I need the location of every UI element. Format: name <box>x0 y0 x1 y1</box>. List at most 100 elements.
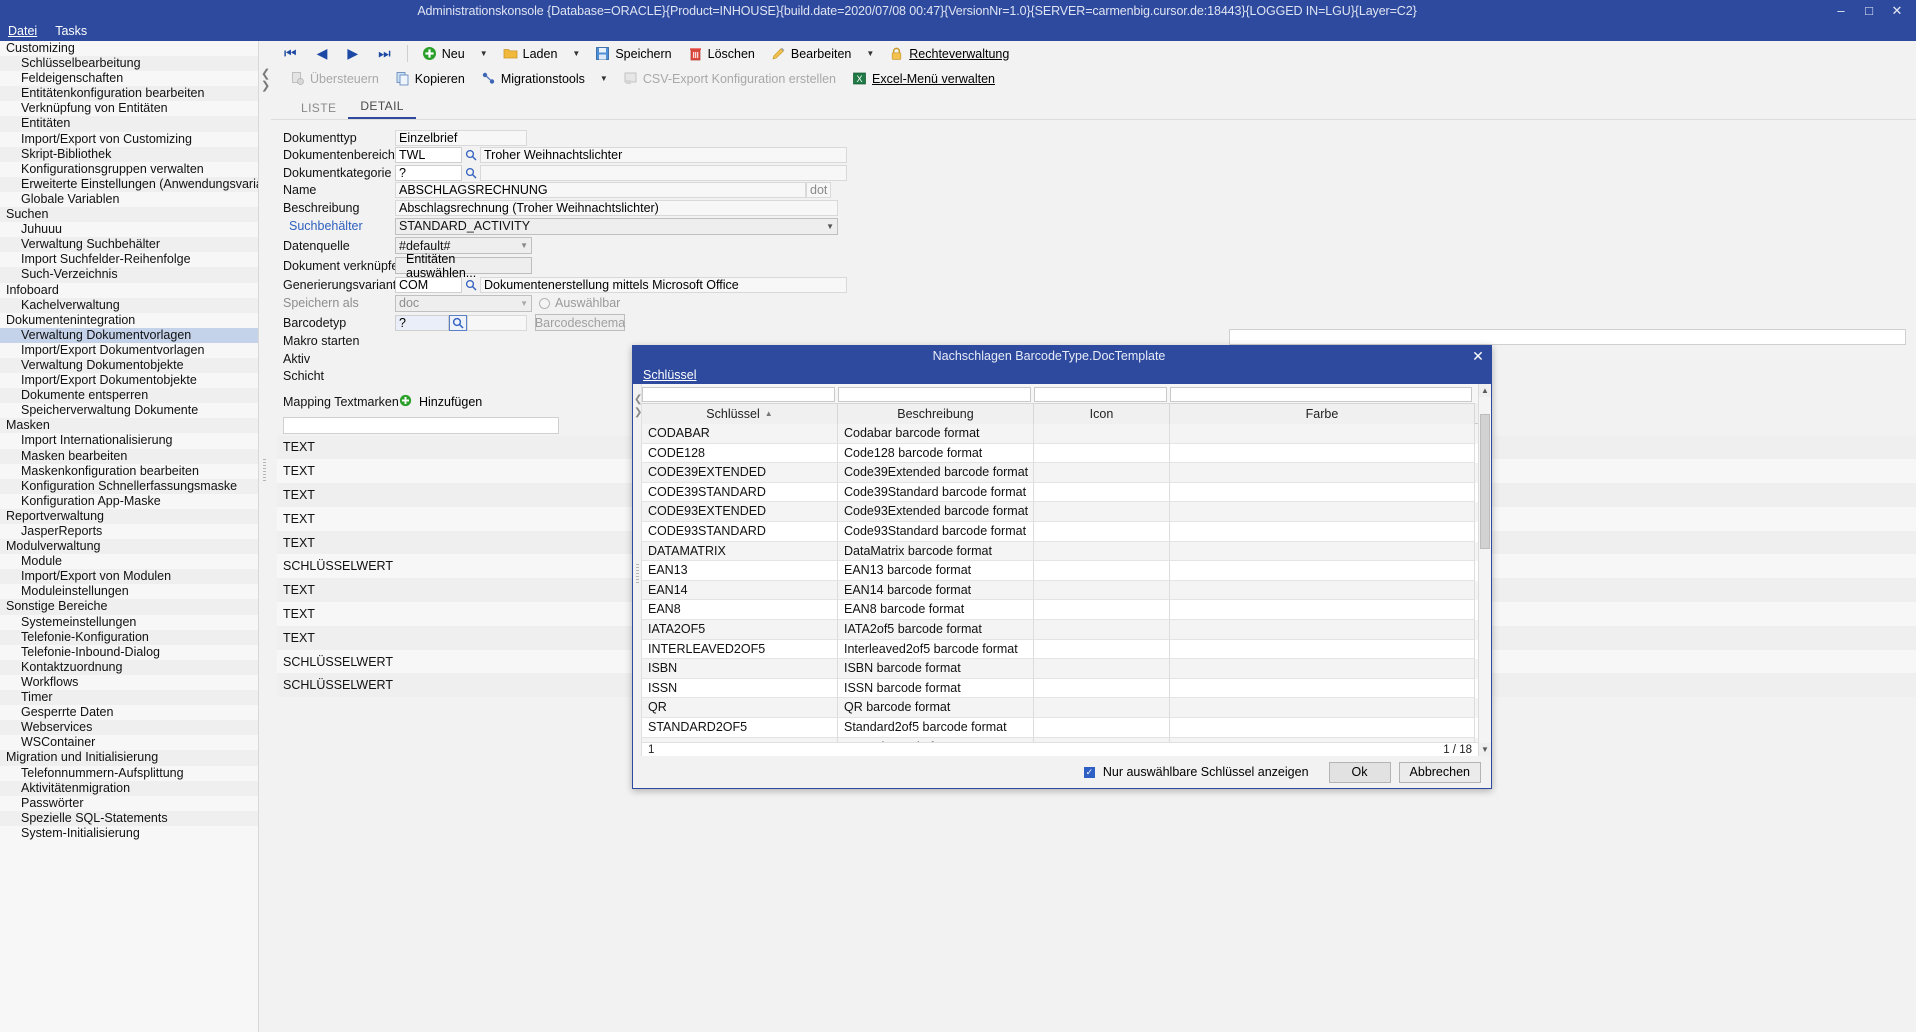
first-record-icon[interactable]: ⏮ <box>284 45 297 61</box>
table-row[interactable]: EAN8 EAN8 barcode format <box>642 600 1478 620</box>
sidebar-item[interactable]: Import/Export von Modulen <box>0 569 258 585</box>
column-header[interactable]: Schlüssel ▲ <box>642 402 838 424</box>
migration-tools-button[interactable]: Migrationstools <box>474 68 592 89</box>
prev-record-icon[interactable]: ◀ <box>316 45 328 61</box>
select-suchbehaelter[interactable]: STANDARD_ACTIVITY ▼ <box>395 217 838 235</box>
sidebar-item[interactable]: Entitäten <box>0 116 258 132</box>
sidebar-item[interactable]: Dokumente entsperren <box>0 388 258 404</box>
generierungsvariante-lookup-icon[interactable] <box>462 277 480 293</box>
column-filter-input[interactable] <box>838 387 1031 402</box>
sidebar-item[interactable]: Modulverwaltung <box>0 539 258 555</box>
sidebar-item[interactable]: Erweiterte Einstellungen (Anwendungsvari… <box>0 176 258 192</box>
sidebar-item[interactable]: System-Initialisierung <box>0 825 258 841</box>
table-row[interactable]: CODE39STANDARD Code39Standard barcode for… <box>642 482 1478 503</box>
sidebar-item[interactable]: WSContainer <box>0 735 258 751</box>
column-filter-input[interactable] <box>642 387 835 402</box>
table-row[interactable]: INTERLEAVED2OF5 Interleaved2of5 barcode f… <box>642 639 1478 660</box>
navigation-tree[interactable]: Customizing Schlüsselbearbeitung Feldeigen… <box>0 41 259 1032</box>
sidebar-item[interactable]: Schlüsselbearbeitung <box>0 56 258 72</box>
table-row[interactable]: EAN14 EAN14 barcode format <box>642 580 1478 601</box>
input-dokumentenbereich-code[interactable]: TWL <box>395 147 462 163</box>
table-row[interactable]: STANDARD2OF5 Standard2of5 barcode format <box>642 717 1478 738</box>
input-dokumenttyp[interactable]: Einzelbrief <box>395 129 527 146</box>
scroll-down-icon[interactable]: ▼ <box>1479 743 1491 756</box>
table-row[interactable]: CODE93EXTENDED Code93Extended barcode for… <box>642 502 1478 522</box>
sidebar-item[interactable]: Import Internationalisierung <box>0 433 258 449</box>
sidebar-item[interactable]: Customizing <box>0 41 258 57</box>
select-speichern-als[interactable]: doc ▼ <box>395 294 532 312</box>
select-datenquelle[interactable]: #default# ▼ <box>395 237 532 254</box>
mapping-empty-field[interactable] <box>283 416 559 434</box>
sidebar-item[interactable]: Sonstige Bereiche <box>0 599 258 615</box>
table-row[interactable]: CODE128 Code128 barcode format <box>642 443 1478 464</box>
delete-button[interactable]: Löschen <box>681 43 762 64</box>
sidebar-item[interactable]: Such-Verzeichnis <box>0 267 258 283</box>
rights-management-button[interactable]: Rechteverwaltung <box>882 43 1016 64</box>
migration-dropdown-caret-icon[interactable]: ▼ <box>599 74 608 83</box>
excel-menu-button[interactable]: X Excel-Menü verwalten <box>845 68 1002 89</box>
table-row[interactable]: ISSN ISSN barcode format <box>642 678 1478 699</box>
table-filter-row[interactable] <box>642 384 1478 403</box>
sidebar-item[interactable]: Spezielle SQL-Statements <box>0 810 258 826</box>
dokumentenbereich-lookup-icon[interactable] <box>462 147 480 163</box>
sidebar-item[interactable]: Aktivitätenmigration <box>0 780 258 796</box>
menu-item-datei[interactable]: Datei <box>8 24 37 38</box>
sidebar-item[interactable]: Verknüpfung von Entitäten <box>0 101 258 117</box>
column-header[interactable]: Farbe <box>1170 402 1475 424</box>
table-row[interactable]: CODABAR Codabar barcode format <box>642 424 1478 444</box>
sidebar-item[interactable]: Dokumentenintegration <box>0 312 258 328</box>
sidebar-item[interactable]: Konfiguration Schnellerfassungsmaske <box>0 478 258 494</box>
sidebar-item[interactable]: Masken bearbeiten <box>0 448 258 464</box>
sidebar-item[interactable]: Telefonie-Konfiguration <box>0 629 258 645</box>
table-row[interactable]: IATA2OF5 IATA2of5 barcode format <box>642 619 1478 640</box>
add-mapping-button[interactable]: Hinzufügen <box>399 394 482 409</box>
maximize-icon[interactable]: □ <box>1865 3 1873 18</box>
checkbox-auswaehlbar-box[interactable] <box>539 297 550 309</box>
input-barcodetyp-code[interactable]: ? <box>395 314 449 331</box>
next-record-icon[interactable]: ▶ <box>347 45 359 61</box>
sidebar-item[interactable]: Moduleinstellungen <box>0 584 258 600</box>
csv-export-config-button[interactable]: CSV-Export Konfiguration erstellen <box>616 68 843 89</box>
sidebar-item[interactable]: Verwaltung Dokumentvorlagen <box>0 327 258 343</box>
input-dokumentkategorie-code[interactable]: ? <box>395 164 462 181</box>
barcodetyp-lookup-icon[interactable] <box>449 314 467 331</box>
table-row[interactable]: UPCAUPCA barcode format <box>642 737 1478 742</box>
table-row[interactable]: CODE93STANDARD Code93Standard barcode for… <box>642 521 1478 542</box>
menu-item-tasks[interactable]: Tasks <box>55 24 87 38</box>
sidebar-item[interactable]: JasperReports <box>0 524 258 540</box>
show-selectable-only-checkbox[interactable]: ✓ <box>1083 766 1095 778</box>
sidebar-item[interactable]: Import/Export Dokumentobjekte <box>0 373 258 389</box>
sidebar-item[interactable]: Timer <box>0 690 258 706</box>
label-suchbehaelter[interactable]: Suchbehälter <box>289 219 363 233</box>
sidebar-item[interactable]: Workflows <box>0 674 258 691</box>
expand-right-icon[interactable]: ❯ <box>634 407 643 418</box>
column-filter-input[interactable] <box>1170 387 1472 402</box>
available-fields-input[interactable] <box>1229 329 1906 345</box>
sidebar-item[interactable]: Masken <box>0 418 258 434</box>
sidebar-item[interactable]: Verwaltung Suchbehälter <box>0 237 258 253</box>
scrollbar-thumb[interactable] <box>1480 414 1490 549</box>
edit-button[interactable]: Bearbeiten <box>764 43 858 64</box>
scroll-up-icon[interactable]: ▲ <box>1479 384 1491 397</box>
sidebar-item[interactable]: Verwaltung Dokumentobjekte <box>0 357 258 374</box>
sidebar-item[interactable]: Telefonie-Inbound-Dialog <box>0 644 258 660</box>
sidebar-item[interactable]: Skript-Bibliothek <box>0 146 258 162</box>
cancel-button[interactable]: Abbrechen <box>1398 761 1481 783</box>
sidebar-item[interactable]: Konfigurationsgruppen verwalten <box>0 161 258 177</box>
expand-right-icon[interactable]: ❯ <box>261 80 271 92</box>
collapse-left-icon[interactable]: ❮ <box>261 68 271 80</box>
sidebar-splitter[interactable]: ❮ ❯ <box>259 41 271 1032</box>
sidebar-item[interactable]: Reportverwaltung <box>0 508 258 524</box>
column-header[interactable]: Beschreibung <box>838 402 1034 424</box>
ok-button[interactable]: Ok <box>1328 761 1391 783</box>
barcodeschema-button[interactable]: Barcodeschema <box>534 314 626 331</box>
sidebar-item[interactable]: Import Suchfelder-Reihenfolge <box>0 252 258 268</box>
table-row[interactable]: EAN13 EAN13 barcode format <box>642 561 1478 581</box>
dokumentkategorie-lookup-icon[interactable] <box>462 165 480 181</box>
save-button[interactable]: Speichern <box>588 43 678 64</box>
table-header-row[interactable]: Schlüssel ▲ Beschreibung Icon Farbe <box>642 402 1478 424</box>
table-row[interactable]: CODE39EXTENDED Code39Extended barcode for… <box>642 463 1478 483</box>
sidebar-item[interactable]: Telefonnummern-Aufsplittung <box>0 765 258 781</box>
checkbox-auswaehlbar[interactable]: Auswählbar <box>539 296 620 310</box>
column-header[interactable]: Icon <box>1034 402 1170 424</box>
